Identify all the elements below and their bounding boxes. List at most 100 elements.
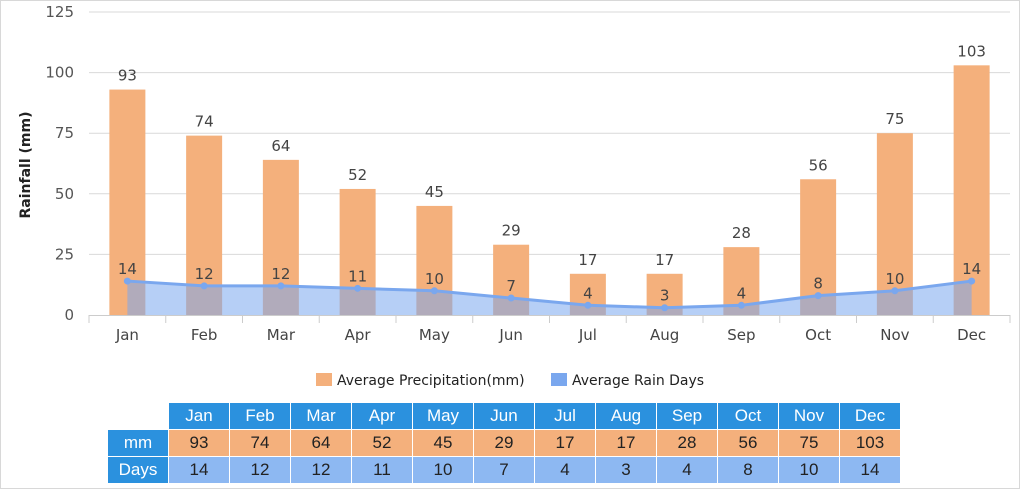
bar-value-label: 64 [271,137,290,155]
precipitation-value-labels: 93 74 64 52 45 29 17 17 28 56 75 103 [118,42,986,268]
rain-days-point-dec[interactable] [968,277,976,285]
bar-value-label: 52 [348,166,367,184]
rain-days-point-aug[interactable] [661,304,669,312]
y-axis-label: Rainfall (mm) [18,112,34,219]
rain-days-value-label: 14 [118,260,137,278]
rain-days-line [127,279,972,310]
table-cell: 7 [474,457,534,483]
rain-days-value-label: 7 [506,277,516,295]
table-cell: 45 [413,430,473,456]
rain-days-value-label: 3 [660,287,670,305]
precipitation-bars [109,65,990,316]
y-axis-ticks: 0 25 50 75 100 125 [45,3,74,324]
table-cell: 28 [657,430,717,456]
table-header-cell: Mar [291,403,351,429]
legend-swatch-rain-days[interactable] [551,373,567,386]
table-header-cell: Jan [169,403,229,429]
x-tick-label: May [419,326,450,344]
table-header-cell: Apr [352,403,412,429]
rain-days-value-label: 4 [737,284,747,302]
table-cell: 93 [169,430,229,456]
table-cell: 52 [352,430,412,456]
rain-days-point-jan[interactable] [123,277,131,285]
table-cell: 29 [474,430,534,456]
y-tick-label: 125 [45,3,74,21]
bar-value-label: 75 [885,110,904,128]
bar-value-label: 29 [502,222,521,240]
bar-jan[interactable] [109,89,146,316]
table-cell: 10 [779,457,839,483]
legend[interactable]: Average Precipitation(mm) Average Rain D… [316,373,704,389]
table-cell: 75 [779,430,839,456]
rain-days-value-label: 8 [813,275,823,293]
table-header-cell: Nov [779,403,839,429]
rain-days-value-label: 11 [348,267,367,285]
table-cell: 4 [535,457,595,483]
table-row-days: Days 14 12 12 11 10 7 4 3 4 8 10 14 [108,457,900,483]
table-row-mm: mm 93 74 64 52 45 29 17 17 28 56 75 103 [108,430,900,456]
rain-days-point-feb[interactable] [200,282,208,290]
bar-value-label: 28 [732,224,751,242]
y-tick-label: 100 [45,64,74,82]
table-cell: 8 [718,457,778,483]
bar-value-label: 17 [578,251,597,269]
x-tick-label: Aug [650,326,679,344]
x-tick-label: Dec [957,326,986,344]
table-cell: 103 [840,430,900,456]
rain-days-point-sep[interactable] [737,301,745,309]
table-cell: 17 [596,430,656,456]
rain-days-point-nov[interactable] [891,287,899,295]
legend-label-rain-days[interactable]: Average Rain Days [572,373,704,389]
x-tick-label: Nov [880,326,909,344]
y-tick-label: 50 [55,185,74,203]
bar-value-label: 93 [118,67,137,85]
table-header-cell: Sep [657,403,717,429]
rain-days-value-label: 10 [425,270,444,288]
table-header-cell: Jun [474,403,534,429]
legend-swatch-precipitation[interactable] [316,373,332,386]
rain-days-value-label: 14 [962,260,981,278]
table-row-label: Days [108,457,168,483]
bar-dec[interactable] [953,65,990,315]
rain-days-point-mar[interactable] [277,282,285,290]
table-cell: 4 [657,457,717,483]
rain-days-value-label: 12 [195,265,214,283]
table-cell: 10 [413,457,473,483]
table-cell: 17 [535,430,595,456]
y-tick-label: 0 [64,306,74,324]
table-cell: 14 [169,457,229,483]
y-tick-label: 25 [55,245,74,263]
x-tick-label: Jan [115,326,139,344]
rain-days-point-may[interactable] [430,287,438,295]
x-tick-label: Apr [345,326,372,344]
rain-days-value-label: 4 [583,284,593,302]
table-cell: 74 [230,430,290,456]
table-cell: 12 [291,457,351,483]
data-table: Jan Feb Mar Apr May Jun Jul Aug Sep Oct Nov Dec mm 93… [107,402,901,484]
x-tick-label: Jun [498,326,522,344]
rain-days-point-jul[interactable] [584,301,592,309]
rain-days-value-label: 10 [885,270,904,288]
table-cell: 14 [840,457,900,483]
bar-value-label: 103 [957,42,986,60]
table-header-row: Jan Feb Mar Apr May Jun Jul Aug Sep Oct Nov Dec [108,403,900,429]
table-header-cell: Aug [596,403,656,429]
x-tick-label: Jul [578,326,597,344]
rain-days-value-labels: 14 12 12 11 10 7 4 3 4 8 10 14 [118,260,981,305]
rain-days-point-apr[interactable] [354,284,362,292]
x-tick-label: Feb [191,326,218,344]
bar-nov[interactable] [876,133,913,315]
table-header-cell: Oct [718,403,778,429]
x-tick-label: Oct [805,326,831,344]
rain-days-point-jun[interactable] [507,294,515,302]
rain-days-point-oct[interactable] [814,292,822,300]
x-tick-label: Mar [267,326,296,344]
table-header-cell: May [413,403,473,429]
table-cell: 3 [596,457,656,483]
rain-days-area [123,277,976,315]
x-tick-label: Sep [727,326,755,344]
legend-label-precipitation[interactable]: Average Precipitation(mm) [337,373,525,389]
table-cell: 12 [230,457,290,483]
table-cell: 56 [718,430,778,456]
